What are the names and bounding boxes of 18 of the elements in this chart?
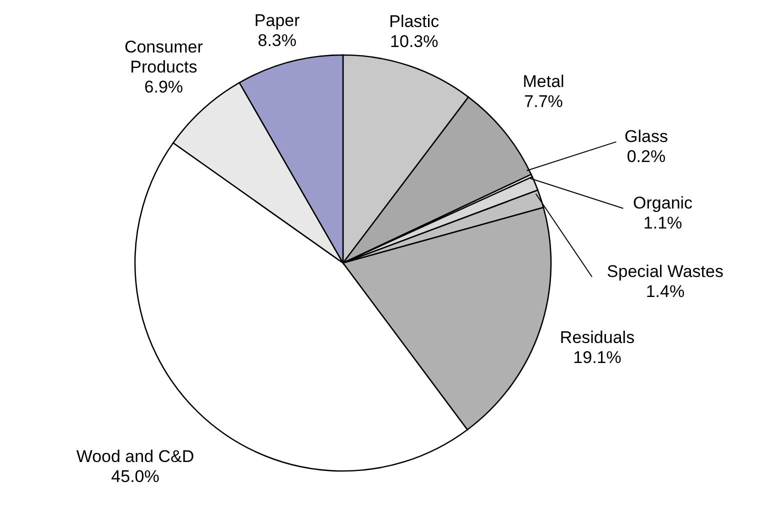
slice-label: Organic (633, 193, 694, 212)
slice-label: Glass (624, 126, 668, 146)
slice-label: Special Wastes (606, 262, 724, 281)
slice-label: Metal (522, 72, 564, 92)
slice-label: Consumer Products (124, 37, 204, 76)
data-label: 7.7% (524, 92, 563, 112)
data-label: 19.1% (573, 348, 622, 367)
data-label: 1.4% (646, 282, 685, 301)
data-label: 45.0% (111, 466, 160, 486)
data-label: 1.1% (643, 213, 682, 232)
data-label: 8.3% (258, 30, 296, 50)
slice-label: Plastic (389, 12, 440, 31)
data-label: 10.3% (390, 32, 438, 51)
data-label: 0.2% (626, 146, 666, 166)
slice-label: Wood and C&D (76, 446, 194, 466)
data-label: 6.9% (144, 77, 184, 96)
slice-label: Residuals (560, 328, 635, 347)
slice-label: Paper (254, 10, 300, 30)
